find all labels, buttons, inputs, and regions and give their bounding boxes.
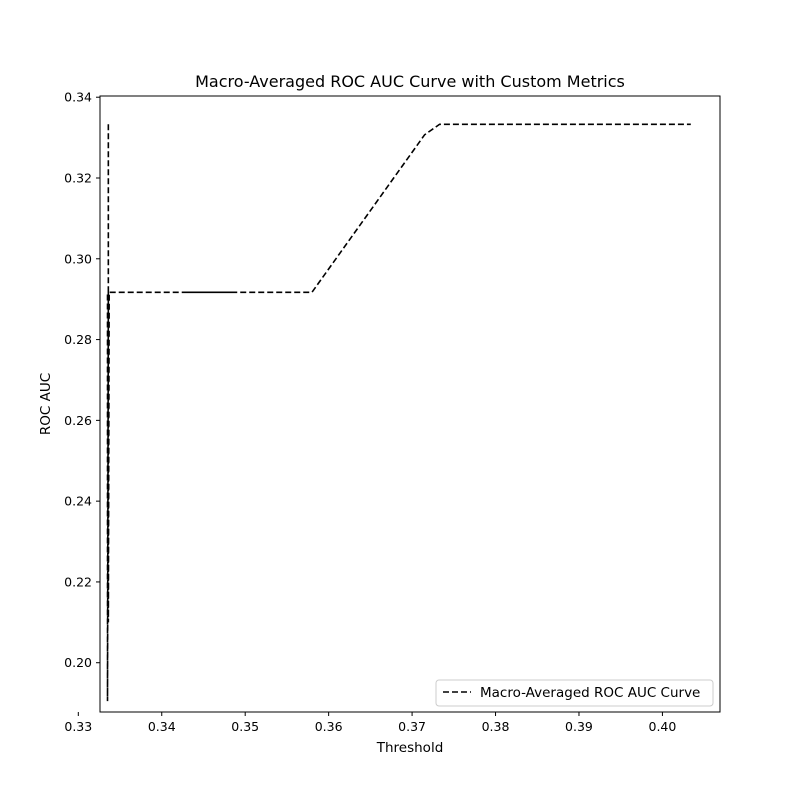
y-tick-label: 0.32 — [64, 170, 92, 185]
legend-box — [435, 679, 714, 707]
x-tick-label: 0.35 — [231, 719, 259, 734]
x-axis-ticks: 0.33 0.34 0.35 0.36 0.37 0.38 0.39 0.40 — [64, 712, 676, 734]
x-tick-label: 0.34 — [148, 719, 176, 734]
x-tick-label: 0.33 — [64, 719, 92, 734]
y-tick-label: 0.22 — [64, 574, 92, 589]
x-tick-label: 0.37 — [398, 719, 426, 734]
y-axis-title: ROC AUC — [38, 373, 54, 435]
x-tick-label: 0.40 — [649, 719, 677, 734]
plot-area — [106, 123, 691, 702]
series-line — [106, 123, 691, 702]
y-tick-label: 0.24 — [64, 494, 92, 509]
x-tick-label: 0.39 — [565, 719, 593, 734]
y-tick-label: 0.20 — [64, 655, 92, 670]
x-tick-label: 0.36 — [315, 719, 343, 734]
y-axis-ticks: 0.20 0.22 0.24 0.26 0.28 0.30 0.32 0.34 — [64, 90, 100, 670]
y-tick-label: 0.34 — [64, 90, 92, 105]
y-tick-label: 0.26 — [64, 413, 92, 428]
legend-label: Macro-Averaged ROC AUC Curve — [480, 685, 700, 701]
legend: Macro-Averaged ROC AUC Curve — [435, 679, 714, 707]
y-tick-label: 0.30 — [64, 251, 92, 266]
chart-title: Macro-Averaged ROC AUC Curve with Custom… — [195, 72, 625, 91]
y-tick-label: 0.28 — [64, 332, 92, 347]
plot-frame — [99, 95, 721, 713]
x-axis-title: Threshold — [376, 740, 444, 756]
x-tick-label: 0.38 — [482, 719, 510, 734]
